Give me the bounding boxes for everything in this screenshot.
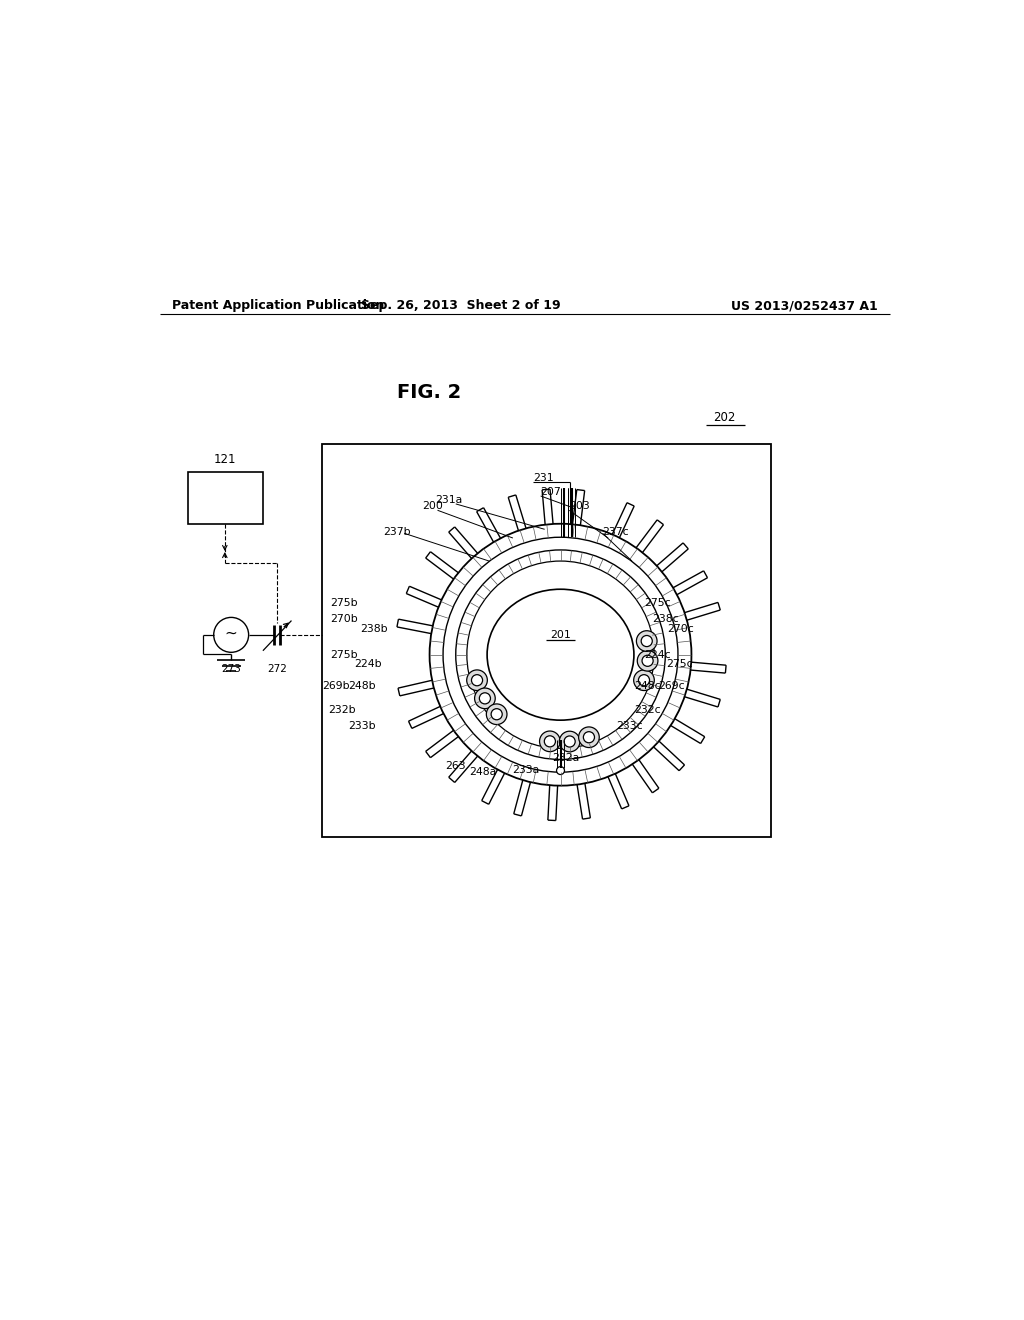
Text: 269c: 269c <box>658 681 685 692</box>
Circle shape <box>641 635 652 647</box>
Text: 275b: 275b <box>331 649 358 660</box>
Text: 248b: 248b <box>348 681 376 692</box>
Circle shape <box>467 671 487 690</box>
Circle shape <box>467 561 654 748</box>
Text: 224c: 224c <box>644 649 671 660</box>
Circle shape <box>507 601 614 709</box>
Text: 237b: 237b <box>384 527 412 537</box>
Text: 237c: 237c <box>602 527 629 537</box>
Circle shape <box>634 671 654 690</box>
Circle shape <box>474 688 496 709</box>
Circle shape <box>638 675 649 686</box>
Circle shape <box>557 767 564 775</box>
Text: 263: 263 <box>445 760 466 771</box>
Text: 203: 203 <box>569 502 590 511</box>
Text: 233a: 233a <box>512 764 540 775</box>
Text: Sep. 26, 2013  Sheet 2 of 19: Sep. 26, 2013 Sheet 2 of 19 <box>361 300 561 312</box>
Text: US 2013/0252437 A1: US 2013/0252437 A1 <box>731 300 878 312</box>
Text: 233c: 233c <box>616 721 643 731</box>
Text: 238c: 238c <box>652 614 679 624</box>
Text: 231a: 231a <box>435 495 463 506</box>
Text: 224b: 224b <box>354 659 382 669</box>
Text: 238b: 238b <box>359 624 387 635</box>
Circle shape <box>564 737 575 747</box>
Circle shape <box>637 631 657 651</box>
Circle shape <box>479 693 490 704</box>
Circle shape <box>579 727 599 747</box>
Circle shape <box>540 731 560 751</box>
Text: 121: 121 <box>214 453 237 466</box>
Ellipse shape <box>487 589 634 721</box>
Circle shape <box>471 675 482 686</box>
Text: 275c: 275c <box>644 598 671 609</box>
Circle shape <box>559 731 580 752</box>
Circle shape <box>486 704 507 725</box>
Circle shape <box>443 537 678 772</box>
Text: 232a: 232a <box>553 752 580 763</box>
Circle shape <box>430 524 691 785</box>
Circle shape <box>584 731 595 743</box>
Text: 232c: 232c <box>634 705 660 715</box>
Text: 200: 200 <box>423 502 443 511</box>
Text: ~: ~ <box>225 626 238 640</box>
Bar <box>187 473 263 524</box>
Circle shape <box>642 655 653 667</box>
Text: 275c: 275c <box>666 659 692 669</box>
Text: 232b: 232b <box>328 705 355 715</box>
Text: 202: 202 <box>714 411 736 424</box>
Circle shape <box>545 735 555 747</box>
Text: 270c: 270c <box>668 624 694 635</box>
Circle shape <box>456 550 666 759</box>
Circle shape <box>492 709 502 719</box>
Text: 269b: 269b <box>323 681 350 692</box>
Text: 248c: 248c <box>634 681 660 692</box>
Text: FIG. 2: FIG. 2 <box>397 383 462 403</box>
Text: 272: 272 <box>267 664 287 675</box>
Text: 233b: 233b <box>348 721 376 731</box>
Text: 248a: 248a <box>469 767 497 777</box>
Text: 231: 231 <box>532 473 553 483</box>
Text: 273: 273 <box>221 664 241 675</box>
Bar <box>323 445 771 837</box>
Text: 270b: 270b <box>331 614 358 624</box>
Circle shape <box>637 651 657 671</box>
Text: Patent Application Publication: Patent Application Publication <box>172 300 384 312</box>
Circle shape <box>214 618 249 652</box>
Text: 207: 207 <box>541 487 561 498</box>
Text: 275b: 275b <box>331 598 358 609</box>
Text: 201: 201 <box>550 630 571 640</box>
